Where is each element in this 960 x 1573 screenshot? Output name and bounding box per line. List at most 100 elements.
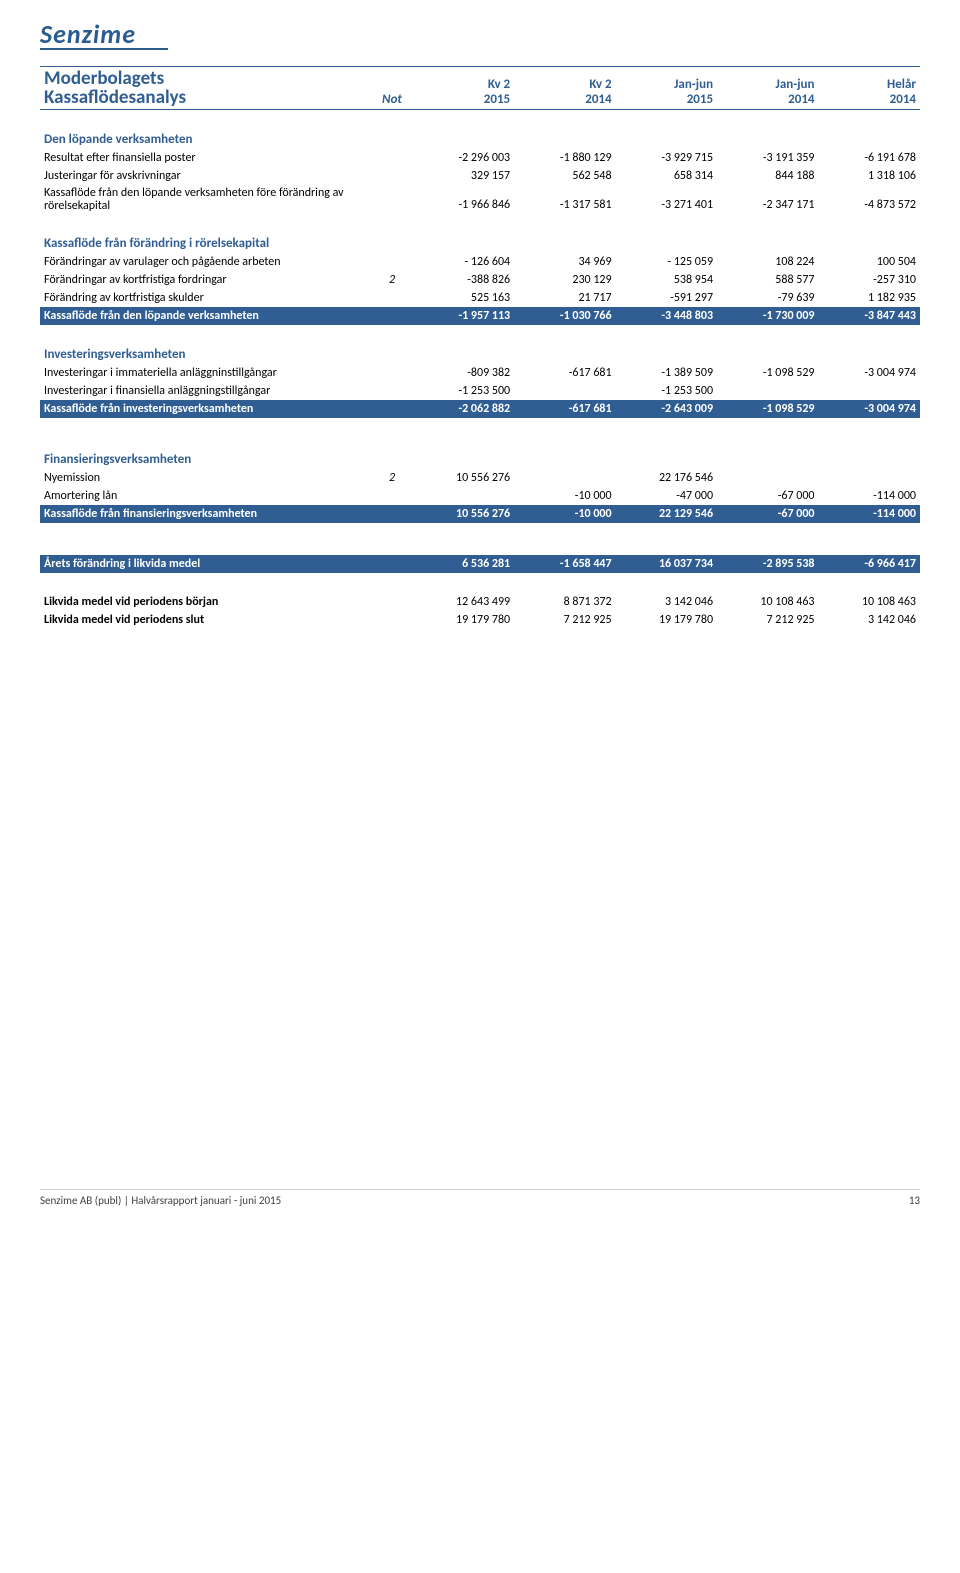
row-not [371, 167, 412, 185]
cell: -1 253 500 [616, 382, 717, 400]
cell: 12 643 499 [413, 593, 514, 611]
subtotal-label: Kassaflöde från finansieringsverksamhete… [40, 505, 413, 523]
cell: 10 108 463 [819, 593, 921, 611]
cell: -6 966 417 [819, 555, 921, 573]
table-title-row: Moderbolagets Kassaflödesanalys Not Kv 2… [40, 67, 920, 110]
cell: -6 191 678 [819, 149, 921, 167]
footer-left: Senzime AB (publ) | Halvårsrapport janua… [40, 1194, 281, 1207]
table-row: Likvida medel vid periodens början 12 64… [40, 593, 920, 611]
col-header-4-l2: 2014 [823, 92, 917, 107]
cell: 1 318 106 [819, 167, 921, 185]
cell: 329 157 [413, 167, 514, 185]
col-header-4: Helår 2014 [819, 67, 921, 110]
row-not [371, 364, 412, 382]
col-header-3-l2: 2014 [721, 92, 814, 107]
total-row: Årets förändring i likvida medel 6 536 2… [40, 555, 920, 573]
cell: -3 929 715 [616, 149, 717, 167]
row-label: Investeringar i finansiella anläggningst… [40, 382, 371, 400]
table-row: Likvida medel vid periodens slut 19 179 … [40, 611, 920, 629]
cell: -3 191 359 [717, 149, 818, 167]
cell: -2 347 171 [717, 185, 818, 214]
cell: -2 062 882 [413, 400, 514, 418]
cell [717, 469, 818, 487]
table-row: Förändringar av varulager och pågående a… [40, 253, 920, 271]
page-footer: Senzime AB (publ) | Halvårsrapport janua… [40, 1189, 920, 1207]
footer-page-number: 13 [909, 1194, 920, 1207]
row-label: Nyemission [40, 469, 371, 487]
cell: -1 098 529 [717, 364, 818, 382]
cell: 525 163 [413, 289, 514, 307]
cell: -2 895 538 [717, 555, 818, 573]
cashflow-table: Moderbolagets Kassaflödesanalys Not Kv 2… [40, 66, 920, 629]
cell: -3 448 803 [616, 307, 717, 325]
cell: -1 389 509 [616, 364, 717, 382]
cell [819, 382, 921, 400]
section-heading-row: Investeringsverksamheten [40, 345, 920, 364]
cell: -47 000 [616, 487, 717, 505]
cell: -1 253 500 [413, 382, 514, 400]
cell: 1 182 935 [819, 289, 921, 307]
cell: -2 643 009 [616, 400, 717, 418]
cell: 108 224 [717, 253, 818, 271]
cell: 22 129 546 [616, 505, 717, 523]
cell [514, 469, 615, 487]
row-label: Förändringar av kortfristiga fordringar [40, 271, 371, 289]
row-label: Förändring av kortfristiga skulder [40, 289, 371, 307]
company-logo: Senzime [40, 18, 920, 50]
cell: 8 871 372 [514, 593, 615, 611]
cell: -10 000 [514, 487, 615, 505]
row-label: Justeringar för avskrivningar [40, 167, 371, 185]
col-header-0: Kv 2 2015 [413, 67, 514, 110]
row-not [371, 611, 412, 629]
document-page: Senzime Moderbolagets Kassaflödesanalys … [0, 0, 960, 1227]
cell: 6 536 281 [413, 555, 514, 573]
table-row: Investeringar i finansiella anläggningst… [40, 382, 920, 400]
col-header-3-l1: Jan-jun [721, 77, 814, 92]
table-row: Resultat efter finansiella poster -2 296… [40, 149, 920, 167]
cell: -1 880 129 [514, 149, 615, 167]
cell: 34 969 [514, 253, 615, 271]
cell: -10 000 [514, 505, 615, 523]
section4-heading: Finansieringsverksamheten [40, 450, 920, 469]
cell: -1 957 113 [413, 307, 514, 325]
cell: -67 000 [717, 487, 818, 505]
cell: 7 212 925 [514, 611, 615, 629]
cell: 538 954 [616, 271, 717, 289]
row-not [371, 382, 412, 400]
col-header-2: Jan-jun 2015 [616, 67, 717, 110]
subtotal-label: Kassaflöde från den löpande verksamheten [40, 307, 413, 325]
cell: -3 847 443 [819, 307, 921, 325]
section3-heading: Investeringsverksamheten [40, 345, 920, 364]
total-label: Årets förändring i likvida medel [40, 555, 413, 573]
section-heading-row: Den löpande verksamheten [40, 130, 920, 149]
row-not: 2 [371, 271, 412, 289]
cell: -67 000 [717, 505, 818, 523]
cell: -4 873 572 [819, 185, 921, 214]
cell: -79 639 [717, 289, 818, 307]
cell: 100 504 [819, 253, 921, 271]
cell: -114 000 [819, 505, 921, 523]
row-not: 2 [371, 469, 412, 487]
cell: -3 004 974 [819, 364, 921, 382]
cell: -1 317 581 [514, 185, 615, 214]
cell: 16 037 734 [616, 555, 717, 573]
cell: 22 176 546 [616, 469, 717, 487]
cell [514, 382, 615, 400]
logo-text: Senzime [40, 18, 136, 50]
cell: -388 826 [413, 271, 514, 289]
row-not [371, 487, 412, 505]
col-header-0-l2: 2015 [417, 92, 510, 107]
subtotal-row: Kassaflöde från finansieringsverksamhete… [40, 505, 920, 523]
cell: -617 681 [514, 400, 615, 418]
row-label: Resultat efter finansiella poster [40, 149, 371, 167]
row-not [371, 289, 412, 307]
col-header-1-l2: 2014 [518, 92, 611, 107]
cell: -1 966 846 [413, 185, 514, 214]
cell: 562 548 [514, 167, 615, 185]
row-label: Förändringar av varulager och pågående a… [40, 253, 371, 271]
cell: 19 179 780 [413, 611, 514, 629]
cell: 3 142 046 [819, 611, 921, 629]
col-header-4-l1: Helår [823, 77, 917, 92]
cell: 10 556 276 [413, 505, 514, 523]
cell [413, 487, 514, 505]
